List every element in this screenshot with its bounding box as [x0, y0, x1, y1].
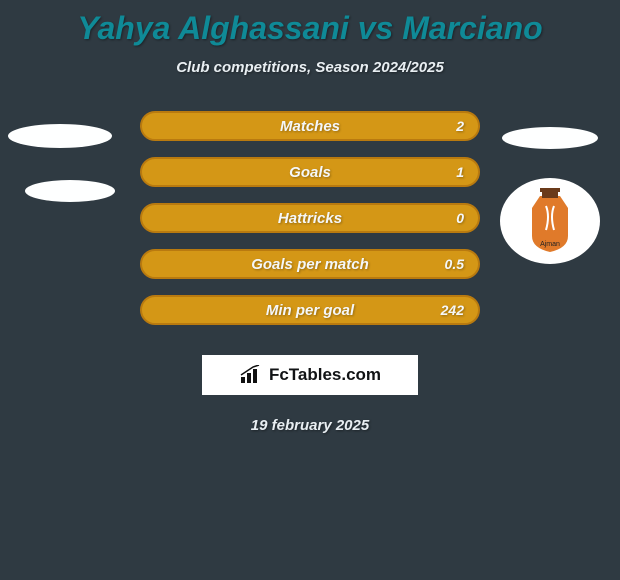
stat-value-right: 0.5: [445, 256, 464, 272]
stat-label: Min per goal: [266, 302, 354, 319]
club-badge: Ajman: [500, 178, 600, 264]
branding-text: FcTables.com: [269, 365, 381, 385]
player-left-avatar-placeholder-1: [8, 124, 112, 148]
player-right-avatar-placeholder: [502, 127, 598, 149]
stat-label: Goals per match: [251, 256, 369, 273]
svg-text:Ajman: Ajman: [540, 241, 560, 248]
stat-row-hattricks: Hattricks 0: [140, 203, 480, 233]
date-text: 19 february 2025: [0, 417, 620, 434]
stat-row-goals: Goals 1: [140, 157, 480, 187]
comparison-card: Yahya Alghassani vs Marciano Club compet…: [0, 0, 620, 580]
subtitle: Club competitions, Season 2024/2025: [0, 59, 620, 76]
stat-label: Hattricks: [278, 210, 342, 227]
stat-value-right: 242: [441, 302, 464, 318]
stat-row-min-per-goal: Min per goal 242: [140, 295, 480, 325]
stat-value-right: 0: [456, 210, 464, 226]
branding-banner: FcTables.com: [202, 355, 418, 395]
stat-row-goals-per-match: Goals per match 0.5: [140, 249, 480, 279]
stat-value-right: 1: [456, 164, 464, 180]
stat-value-right: 2: [456, 118, 464, 134]
stat-label: Goals: [289, 164, 331, 181]
stat-label: Matches: [280, 118, 340, 135]
stat-row-matches: Matches 2: [140, 111, 480, 141]
player-left-avatar-placeholder-2: [25, 180, 115, 202]
club-crest-icon: Ajman: [510, 186, 590, 256]
branding-chart-icon: [239, 365, 263, 385]
page-title: Yahya Alghassani vs Marciano: [0, 0, 620, 47]
